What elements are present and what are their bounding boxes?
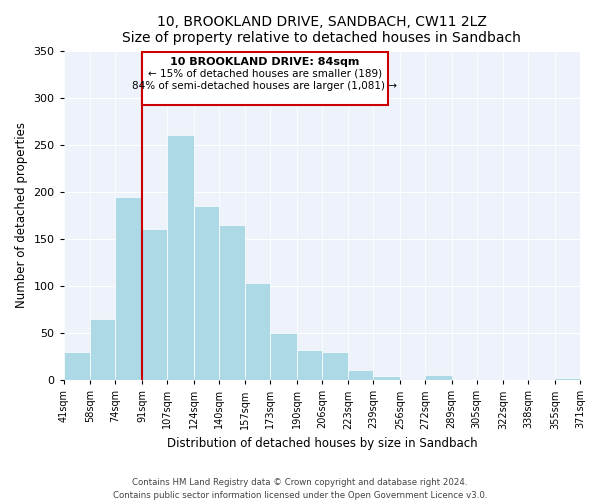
Bar (555, 378, 580, 380)
Bar (194, 206, 218, 380)
X-axis label: Distribution of detached houses by size in Sandbach: Distribution of detached houses by size … (167, 437, 477, 450)
Bar (270, 333, 297, 380)
Y-axis label: Number of detached properties: Number of detached properties (15, 122, 28, 308)
Text: 84% of semi-detached houses are larger (1,081) →: 84% of semi-detached houses are larger (… (132, 80, 397, 90)
Text: ← 15% of detached houses are smaller (189): ← 15% of detached houses are smaller (18… (148, 68, 382, 78)
Text: 10 BROOKLAND DRIVE: 84sqm: 10 BROOKLAND DRIVE: 84sqm (170, 57, 359, 67)
Bar (245, 283, 270, 380)
Bar (349, 370, 373, 380)
Bar (167, 136, 194, 380)
Bar (91, 319, 115, 380)
Bar (142, 230, 167, 380)
Bar (218, 225, 245, 380)
Text: Contains HM Land Registry data © Crown copyright and database right 2024.
Contai: Contains HM Land Registry data © Crown c… (113, 478, 487, 500)
Bar (425, 376, 452, 380)
Bar (373, 376, 400, 380)
Bar (503, 379, 529, 380)
Bar (64, 352, 91, 380)
Title: 10, BROOKLAND DRIVE, SANDBACH, CW11 2LZ
Size of property relative to detached ho: 10, BROOKLAND DRIVE, SANDBACH, CW11 2LZ … (122, 15, 521, 45)
Bar (297, 350, 322, 380)
Bar (115, 196, 142, 380)
Bar (142, 52, 388, 105)
Bar (322, 352, 349, 380)
